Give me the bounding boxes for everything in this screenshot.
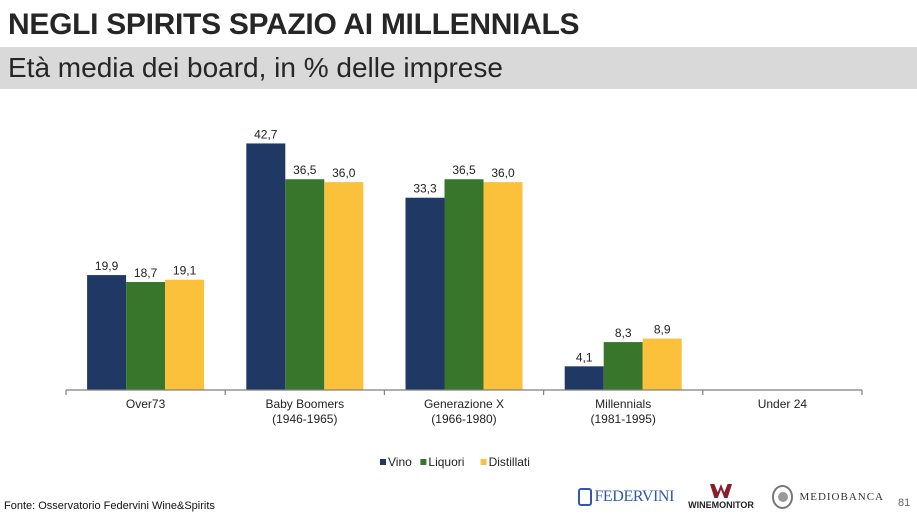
bar-liquori-0 (126, 282, 166, 390)
category-label-4: Under 24 (758, 397, 808, 411)
category-label-1: Baby Boomers (265, 397, 344, 411)
mediobanca-emblem-icon (772, 485, 794, 509)
legend-label-vino: Vino (388, 455, 412, 469)
data-label-vino-0: 19,9 (95, 259, 119, 273)
data-label-liquori-0: 18,7 (134, 266, 158, 280)
category-label-1-sub: (1946-1965) (272, 412, 337, 426)
data-label-vino-3: 4,1 (576, 350, 593, 364)
category-label-2: Generazione X (424, 397, 504, 411)
legend-label-distillati: Distillati (489, 455, 530, 469)
value-labels-group: 19,9 18,7 19,1 42,7 36,5 36,0 33,3 36,5 36,0 4,1 8… (95, 127, 671, 364)
bar-distillati-0 (165, 279, 205, 390)
category-label-3: Millennials (595, 397, 651, 411)
winemonitor-emblem-icon (710, 484, 732, 498)
data-label-liquori-3: 8,3 (615, 326, 632, 340)
source-note: Fonte: Osservatorio Federvini Wine&Spiri… (4, 500, 215, 512)
x-axis (65, 389, 863, 395)
legend: Vino Liquori Distillati (380, 455, 530, 469)
data-label-liquori-1: 36,5 (293, 163, 317, 177)
slide-title: NEGLI SPIRITS SPAZIO AI MILLENNIALS (8, 8, 580, 41)
bar-vino-1 (246, 143, 286, 390)
data-label-distillati-2: 36,0 (491, 166, 515, 180)
legend-label-liquori: Liquori (428, 455, 464, 469)
category-label-2-sub: (1966-1980) (431, 412, 496, 426)
bar-distillati-2 (483, 182, 523, 390)
winemonitor-logo: WINEMONITOR (686, 481, 756, 513)
page-number: 81 (898, 497, 911, 509)
category-label-3-sub: (1981-1995) (591, 412, 656, 426)
bar-vino-2 (405, 197, 445, 390)
category-labels-group: Over73 Baby Boomers(1946-1965) Generazione… (126, 397, 807, 426)
bar-liquori-1 (285, 179, 325, 390)
bar-vino-3 (564, 366, 604, 390)
bar-distillati-1 (324, 182, 364, 390)
data-label-vino-2: 33,3 (413, 182, 437, 196)
legend-swatch-vino (380, 459, 386, 465)
data-label-distillati-0: 19,1 (173, 264, 197, 278)
data-label-distillati-3: 8,9 (654, 323, 671, 337)
bar-vino-0 (87, 275, 127, 390)
bar-liquori-3 (603, 342, 643, 390)
bars-group (87, 143, 682, 390)
federvini-emblem-icon (578, 488, 593, 506)
data-label-distillati-1: 36,0 (332, 166, 356, 180)
legend-swatch-liquori (420, 459, 427, 465)
category-label-0: Over73 (126, 397, 166, 411)
data-label-liquori-2: 36,5 (452, 163, 476, 177)
bar-distillati-3 (642, 338, 682, 390)
federvini-logo: FEDERVINI (578, 481, 674, 513)
subtitle-band (0, 47, 917, 89)
mediobanca-logo: MEDIOBANCA (772, 481, 884, 513)
bar-liquori-2 (444, 179, 484, 390)
data-label-vino-1: 42,7 (254, 127, 278, 141)
slide-subtitle: Età media dei board, in % delle imprese (8, 52, 503, 83)
legend-swatch-distillati (480, 459, 487, 465)
